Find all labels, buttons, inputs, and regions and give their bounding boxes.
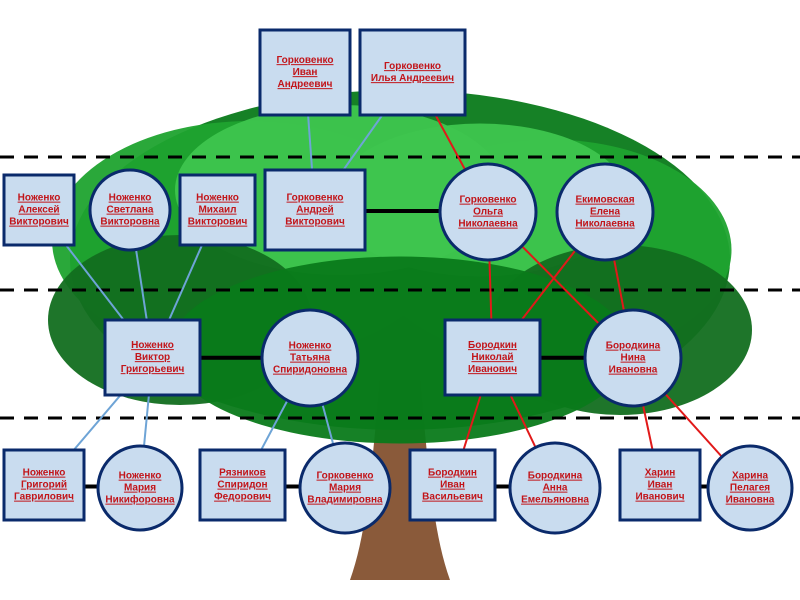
person-name-line: Иванович <box>468 364 517 375</box>
person-name-line: Михаил <box>198 205 236 216</box>
person-name-line: Григорьевич <box>121 364 185 375</box>
person-name-line: Бородкин <box>468 340 517 351</box>
person-name-line: Спиридон <box>217 480 267 491</box>
person-name-line: Харин <box>645 468 676 479</box>
person-node: НоженкоАлексейВикторович <box>4 175 74 245</box>
person-name-line: Алексей <box>18 205 59 216</box>
person-name-line: Иван <box>293 67 318 78</box>
person-name-line: Горковенко <box>287 193 344 204</box>
person-name-line: Григорий <box>21 480 67 491</box>
person-name-line: Ивановна <box>726 495 775 506</box>
person-name-line: Илья Андреевич <box>371 73 454 84</box>
person-name-line: Бородкина <box>606 341 661 352</box>
person-node: РязниковСпиридонФедорович <box>200 450 285 520</box>
person-node: ГорковенкоОльгаНиколаевна <box>440 164 536 260</box>
person-name-line: Горковенко <box>317 471 374 482</box>
person-name-line: Нина <box>621 353 646 364</box>
person-name-line: Владимировна <box>307 495 383 506</box>
person-node: НоженкоВикторГригорьевич <box>105 320 200 395</box>
family-tree-svg: ГорковенкоИванАндреевичГорковенкоИлья Ан… <box>0 0 800 600</box>
person-node: ХаринаПелагеяИвановна <box>708 446 792 530</box>
person-name-line: Ноженко <box>18 193 61 204</box>
person-name-line: Горковенко <box>277 55 334 66</box>
person-node: БородкинаНинаИвановна <box>585 310 681 406</box>
person-node: ГорковенкоИванАндреевич <box>260 30 350 115</box>
person-name-line: Емельяновна <box>521 495 589 506</box>
person-name-line: Викторович <box>188 217 248 228</box>
person-node: БородкинНиколайИванович <box>445 320 540 395</box>
person-node: ЕкимовскаяЕленаНиколаевна <box>557 164 653 260</box>
person-name-line: Ноженко <box>109 193 152 204</box>
person-name-line: Никифоровна <box>105 494 175 506</box>
person-name-line: Николай <box>471 352 513 363</box>
person-name-line: Татьяна <box>290 353 330 364</box>
person-name-line: Васильевич <box>422 492 483 503</box>
person-name-line: Федорович <box>214 492 271 503</box>
person-node: НоженкоСветланаВикторовна <box>90 170 170 250</box>
person-name-line: Бородкина <box>528 471 583 482</box>
person-node: ГорковенкоАндрейВикторович <box>265 170 365 250</box>
person-name-line: Екимовская <box>575 195 634 206</box>
person-name-line: Викторович <box>285 217 345 228</box>
person-name-line: Спиридоновна <box>273 365 347 376</box>
person-name-line: Пелагея <box>730 483 770 494</box>
person-name-line: Андрей <box>296 205 333 216</box>
person-name-line: Ноженко <box>119 471 162 482</box>
person-name-line: Гаврилович <box>14 492 74 503</box>
person-name-line: Горковенко <box>384 61 441 72</box>
person-name-line: Бородкин <box>428 468 477 479</box>
person-node: НоженкоМихаилВикторович <box>180 175 255 245</box>
person-name-line: Ивановна <box>609 365 658 376</box>
person-node: НоженкоГригорийГаврилович <box>4 450 84 520</box>
person-name-line: Викторович <box>9 217 69 228</box>
person-name-line: Викторовна <box>100 217 160 228</box>
person-name-line: Ноженко <box>23 468 66 479</box>
person-name-line: Иван <box>440 480 465 491</box>
person-node: ХаринИванИванович <box>620 450 700 520</box>
person-name-line: Анна <box>543 483 568 494</box>
person-name-line: Ноженко <box>131 340 174 351</box>
person-name-line: Харина <box>732 471 769 482</box>
person-node: БородкинИванВасильевич <box>410 450 495 520</box>
person-name-line: Горковенко <box>460 195 517 206</box>
person-name-line: Иван <box>648 480 673 491</box>
person-name-line: Светлана <box>107 205 154 216</box>
person-node: БородкинаАннаЕмельяновна <box>510 443 600 533</box>
person-name-line: Елена <box>590 207 620 218</box>
person-name-line: Иванович <box>635 492 684 503</box>
person-node: НоженкоТатьянаСпиридоновна <box>262 310 358 406</box>
person-name-line: Ольга <box>473 207 503 218</box>
person-name-line: Виктор <box>135 352 170 363</box>
person-name-line: Рязников <box>219 468 266 479</box>
person-name-line: Мария <box>124 483 156 494</box>
person-name-line: Николаевна <box>575 219 635 230</box>
person-name-line: Мария <box>329 483 361 494</box>
person-node: ГорковенкоМарияВладимировна <box>300 443 390 533</box>
person-name-line: Ноженко <box>289 341 332 352</box>
person-node: НоженкоМарияНикифоровна <box>98 446 182 530</box>
person-name-line: Андреевич <box>278 79 333 90</box>
person-node: ГорковенкоИлья Андреевич <box>360 30 465 115</box>
family-tree-diagram: ГорковенкоИванАндреевичГорковенкоИлья Ан… <box>0 0 800 600</box>
person-name-line: Ноженко <box>196 193 239 204</box>
person-name-line: Николаевна <box>458 219 518 230</box>
